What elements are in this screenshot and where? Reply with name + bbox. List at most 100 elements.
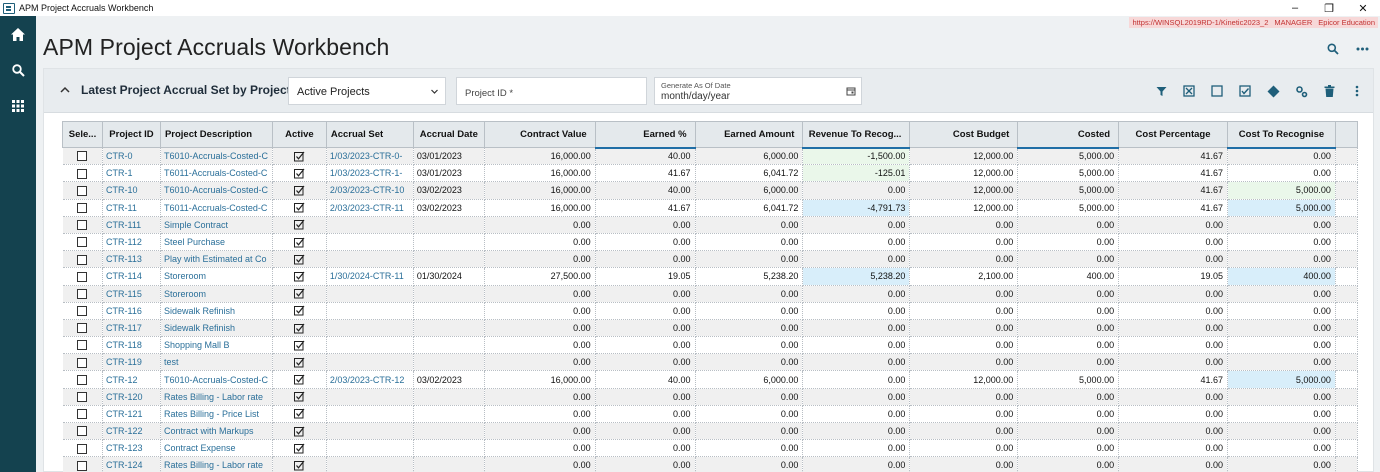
table-row[interactable]: CTR-113 Play with Estimated at Co 0.00 0.00… — [62, 250, 1358, 269]
project-description-cell[interactable]: Steel Purchase — [160, 233, 273, 252]
project-id-cell[interactable]: CTR-0 — [102, 147, 161, 166]
row-select-checkbox[interactable] — [77, 357, 88, 368]
project-id-cell[interactable]: CTR-114 — [102, 267, 161, 286]
select-cell[interactable] — [62, 405, 103, 424]
row-select-checkbox[interactable] — [77, 323, 88, 334]
col-header-active[interactable]: Active — [271, 121, 327, 148]
project-description-cell[interactable]: Shopping Mall B — [160, 336, 273, 355]
accrual-set-cell[interactable]: 1/03/2023-CTR-0- — [326, 147, 414, 166]
row-select-checkbox[interactable] — [77, 443, 88, 454]
settings-button[interactable] — [1287, 83, 1315, 99]
project-id-cell[interactable]: CTR-12 — [102, 370, 161, 389]
generate-button[interactable] — [1259, 83, 1287, 99]
project-description-cell[interactable]: Storeroom — [160, 267, 273, 286]
select-cell[interactable] — [62, 250, 103, 269]
accrual-set-cell[interactable] — [326, 405, 414, 424]
table-row[interactable]: CTR-10 T6010-Accruals-Costed-C 2/03/2023-C… — [62, 181, 1358, 200]
col-header-cost-to-recognise[interactable]: Cost To Recognise — [1227, 121, 1336, 149]
row-select-checkbox[interactable] — [77, 237, 88, 248]
col-header-contract-value[interactable]: Contract Value — [483, 121, 596, 148]
col-header-cost-percentage[interactable]: Cost Percentage — [1118, 121, 1228, 148]
col-header-cost-budget[interactable]: Cost Budget — [909, 121, 1019, 148]
row-select-checkbox[interactable] — [77, 340, 88, 351]
table-row[interactable]: CTR-11 T6011-Accruals-Costed-C 2/03/2023-C… — [62, 199, 1358, 217]
page-search-button[interactable] — [1326, 42, 1340, 56]
project-id-cell[interactable]: CTR-10 — [102, 181, 161, 200]
project-description-cell[interactable]: T6010-Accruals-Costed-C — [160, 181, 273, 200]
project-id-cell[interactable]: CTR-111 — [102, 216, 161, 234]
filter-button[interactable] — [1147, 83, 1175, 99]
minimize-button[interactable]: – — [1291, 2, 1299, 14]
row-select-checkbox[interactable] — [77, 306, 88, 317]
col-header-earned-amount[interactable]: Earned Amount — [694, 121, 804, 148]
project-id-cell[interactable]: CTR-1 — [102, 164, 161, 183]
table-row[interactable]: CTR-118 Shopping Mall B 0.00 0.00 0.00 0.00 0.… — [62, 336, 1358, 355]
table-row[interactable]: CTR-122 Contract with Markups 0.00 0.00 0.00… — [62, 422, 1358, 441]
select-cell[interactable] — [62, 199, 103, 217]
maximize-button[interactable]: ❐ — [1324, 2, 1334, 15]
select-cell[interactable] — [62, 267, 103, 286]
row-select-checkbox[interactable] — [77, 392, 88, 403]
row-select-checkbox[interactable] — [77, 374, 88, 385]
apps-button[interactable] — [0, 93, 36, 119]
accrual-set-cell[interactable]: 2/03/2023-CTR-10 — [326, 181, 414, 200]
accrual-set-cell[interactable] — [326, 319, 414, 338]
table-row[interactable]: CTR-116 Sidewalk Refinish 0.00 0.00 0.00 0.00… — [62, 302, 1358, 320]
select-cell[interactable] — [62, 233, 103, 252]
project-description-cell[interactable]: T6010-Accruals-Costed-C — [160, 370, 273, 389]
project-id-cell[interactable]: CTR-122 — [102, 422, 161, 441]
col-header-project-description[interactable]: Project Description — [159, 121, 273, 148]
row-select-checkbox[interactable] — [77, 409, 88, 420]
project-description-cell[interactable]: Storeroom — [160, 285, 273, 303]
accrual-set-cell[interactable]: 2/03/2023-CTR-12 — [326, 370, 414, 389]
generate-date-field[interactable]: Generate As Of Date month/day/year — [654, 77, 862, 105]
select-cell[interactable] — [62, 336, 103, 355]
row-select-checkbox[interactable] — [77, 151, 88, 162]
select-all-button[interactable] — [1231, 83, 1259, 99]
accrual-set-cell[interactable] — [326, 439, 414, 458]
project-description-cell[interactable]: Rates Billing - Labor rate — [160, 388, 273, 406]
project-id-cell[interactable]: CTR-112 — [102, 233, 161, 252]
select-cell[interactable] — [62, 422, 103, 441]
table-row[interactable]: CTR-112 Steel Purchase 0.00 0.00 0.00 0.00 0.0… — [62, 233, 1358, 252]
row-select-checkbox[interactable] — [77, 426, 88, 437]
calendar-icon[interactable] — [846, 86, 856, 96]
project-id-field[interactable]: Project ID * — [456, 77, 647, 105]
table-row[interactable]: CTR-12 T6010-Accruals-Costed-C 2/03/2023-C… — [62, 370, 1358, 389]
col-header-project-id[interactable]: Project ID — [101, 121, 161, 148]
chevron-up-icon[interactable] — [59, 84, 71, 96]
select-cell[interactable] — [62, 216, 103, 234]
project-description-cell[interactable]: Simple Contract — [160, 216, 273, 234]
select-cell[interactable] — [62, 388, 103, 406]
project-id-cell[interactable]: CTR-11 — [102, 199, 161, 217]
project-id-cell[interactable]: CTR-116 — [102, 302, 161, 320]
table-row[interactable]: CTR-1 T6011-Accruals-Costed-C 1/03/2023-CT… — [62, 164, 1358, 183]
table-row[interactable]: CTR-120 Rates Billing - Labor rate 0.00 0.0… — [62, 388, 1358, 406]
select-cell[interactable] — [62, 319, 103, 338]
select-cell[interactable] — [62, 147, 103, 166]
select-cell[interactable] — [62, 439, 103, 458]
select-cell[interactable] — [62, 370, 103, 389]
more-vertical-button[interactable] — [1343, 83, 1371, 99]
accrual-set-cell[interactable] — [326, 353, 414, 372]
accrual-set-cell[interactable] — [326, 285, 414, 303]
project-id-cell[interactable]: CTR-113 — [102, 250, 161, 269]
project-id-cell[interactable]: CTR-118 — [102, 336, 161, 355]
accrual-set-cell[interactable] — [326, 302, 414, 320]
select-cell[interactable] — [62, 285, 103, 303]
search-nav-button[interactable] — [0, 57, 36, 83]
project-id-cell[interactable]: CTR-124 — [102, 456, 161, 472]
table-row[interactable]: CTR-121 Rates Billing - Price List 0.00 0.0… — [62, 405, 1358, 424]
row-select-checkbox[interactable] — [77, 460, 88, 471]
accrual-set-cell[interactable] — [326, 250, 414, 269]
col-header-costed[interactable]: Costed — [1017, 121, 1120, 149]
project-id-cell[interactable]: CTR-115 — [102, 285, 161, 303]
project-description-cell[interactable]: Contract Expense — [160, 439, 273, 458]
row-select-checkbox[interactable] — [77, 185, 88, 196]
project-id-cell[interactable]: CTR-117 — [102, 319, 161, 338]
table-row[interactable]: CTR-114 Storeroom 1/30/2024-CTR-11 01/30/20… — [62, 267, 1358, 286]
select-cell[interactable] — [62, 181, 103, 200]
accrual-set-cell[interactable] — [326, 422, 414, 441]
project-description-cell[interactable]: Play with Estimated at Co — [160, 250, 273, 269]
select-cell[interactable] — [62, 456, 103, 472]
